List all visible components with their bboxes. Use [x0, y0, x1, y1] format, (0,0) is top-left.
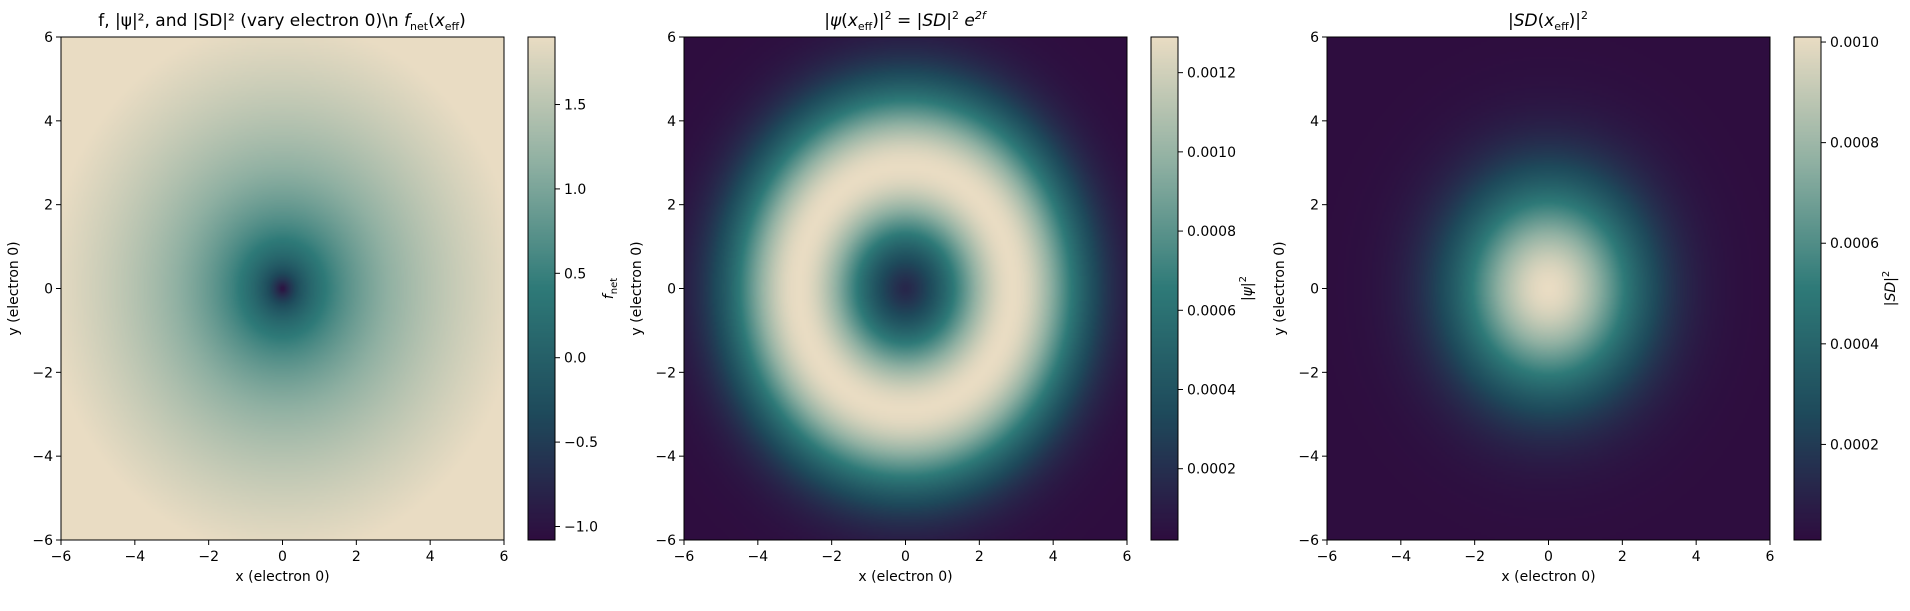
colorbar — [1151, 37, 1178, 540]
colorbar-tick-label: 0.0010 — [1830, 35, 1879, 51]
heatmap-panel-2: −6 −4 −2 0 2 4 6 −6 −4 −2 0 2 4 6 x (electron 0) y (ele… — [629, 9, 1256, 585]
x-tick-label: −4 — [1391, 549, 1412, 565]
colorbar-tick-label: 0.0006 — [1830, 236, 1879, 252]
y-tick-label: 2 — [1310, 198, 1319, 214]
colorbar — [528, 37, 555, 540]
colorbar-frame — [1150, 36, 1179, 541]
colorbar-tick-label: −1.0 — [564, 519, 598, 535]
y-axis-label: y (electron 0) — [1272, 241, 1288, 335]
x-tick-label: 4 — [1049, 549, 1058, 565]
x-tick-label: 0 — [278, 549, 287, 565]
colorbar-tick-label: 0.0002 — [1830, 437, 1879, 453]
x-tick-label: −2 — [821, 549, 842, 565]
x-axis-label: x (electron 0) — [1501, 569, 1595, 585]
colorbar-tick-label: 0.0 — [564, 351, 586, 367]
colorbar-label: fnet — [601, 278, 620, 299]
colorbar-tick-label: 0.5 — [564, 266, 586, 282]
colorbar-tick-label: 0.0008 — [1187, 224, 1236, 240]
y-tick-label: 6 — [667, 30, 676, 46]
x-tick-label: 6 — [500, 549, 509, 565]
y-tick-label: 2 — [667, 198, 676, 214]
colorbar-label: |SD|2 — [1881, 271, 1899, 306]
y-tick-label: −6 — [1298, 533, 1319, 549]
x-tick-label: 2 — [352, 549, 361, 565]
y-tick-label: −4 — [1298, 449, 1319, 465]
x-tick-label: 6 — [1766, 549, 1775, 565]
colorbar-tick-label: −0.5 — [564, 435, 598, 451]
x-tick-label: 0 — [901, 549, 910, 565]
colorbar-label: |ψ|2 — [1238, 276, 1256, 301]
x-tick-label: 6 — [1123, 549, 1132, 565]
colorbar-tick-label: 1.0 — [564, 182, 586, 198]
y-axis-label: y (electron 0) — [6, 241, 22, 335]
heatmap-image — [1327, 37, 1770, 540]
y-tick-label: 4 — [44, 114, 53, 130]
x-tick-label: 4 — [1692, 549, 1701, 565]
colorbar — [1794, 37, 1821, 540]
y-tick-label: 0 — [44, 282, 53, 298]
colorbar-tick-label: 0.0010 — [1187, 145, 1236, 161]
x-tick-label: −4 — [748, 549, 769, 565]
colorbar-tick-label: 0.0004 — [1187, 382, 1236, 398]
x-axis-label: x (electron 0) — [235, 569, 329, 585]
colorbar-tick-label: 0.0008 — [1830, 136, 1879, 152]
y-tick-label: 6 — [44, 30, 53, 46]
colorbar-tick-label: 0.0012 — [1187, 66, 1236, 82]
x-tick-label: 2 — [975, 549, 984, 565]
chart-title: |ψ(xeff)|2 = |SD|2 e2f — [824, 9, 988, 33]
y-tick-label: −2 — [32, 365, 53, 381]
x-tick-label: −2 — [1464, 549, 1485, 565]
x-tick-label: −6 — [51, 549, 72, 565]
y-tick-label: −4 — [32, 449, 53, 465]
x-tick-label: −2 — [198, 549, 219, 565]
y-tick-label: 6 — [1310, 30, 1319, 46]
y-tick-label: 2 — [44, 198, 53, 214]
chart-title: f, |ψ|², and |SD|² (vary electron 0)\n f… — [98, 11, 466, 33]
colorbar-tick-label: 0.0002 — [1187, 462, 1236, 478]
y-tick-label: 0 — [667, 282, 676, 298]
heatmap-image — [684, 37, 1127, 540]
heatmap-panel-1: −6 −4 −2 0 2 4 6 −6 −4 −2 0 2 4 6 x (electron 0) y (ele… — [6, 11, 620, 585]
x-tick-label: 2 — [1618, 549, 1627, 565]
colorbar-frame — [527, 36, 556, 541]
y-tick-label: 0 — [1310, 282, 1319, 298]
x-tick-label: 4 — [426, 549, 435, 565]
y-tick-label: 4 — [667, 114, 676, 130]
x-tick-label: −6 — [674, 549, 695, 565]
heatmap-image — [61, 37, 504, 540]
y-tick-label: −2 — [1298, 365, 1319, 381]
y-tick-label: −6 — [655, 533, 676, 549]
x-tick-label: 0 — [1544, 549, 1553, 565]
colorbar-tick-label: 1.5 — [564, 98, 586, 114]
y-axis-label: y (electron 0) — [629, 241, 645, 335]
y-tick-label: −4 — [655, 449, 676, 465]
x-tick-label: −6 — [1317, 549, 1338, 565]
y-tick-label: −2 — [655, 365, 676, 381]
y-tick-label: −6 — [32, 533, 53, 549]
colorbar-tick-label: 0.0006 — [1187, 303, 1236, 319]
colorbar-tick-label: 0.0004 — [1830, 337, 1879, 353]
heatmap-panel-3: −6 −4 −2 0 2 4 6 −6 −4 −2 0 2 4 6 x (electron 0) y (ele… — [1272, 9, 1899, 585]
chart-title: |SD(xeff)|2 — [1508, 9, 1588, 33]
x-tick-label: −4 — [125, 549, 146, 565]
y-tick-label: 4 — [1310, 114, 1319, 130]
x-axis-label: x (electron 0) — [858, 569, 952, 585]
colorbar-frame — [1793, 36, 1822, 541]
